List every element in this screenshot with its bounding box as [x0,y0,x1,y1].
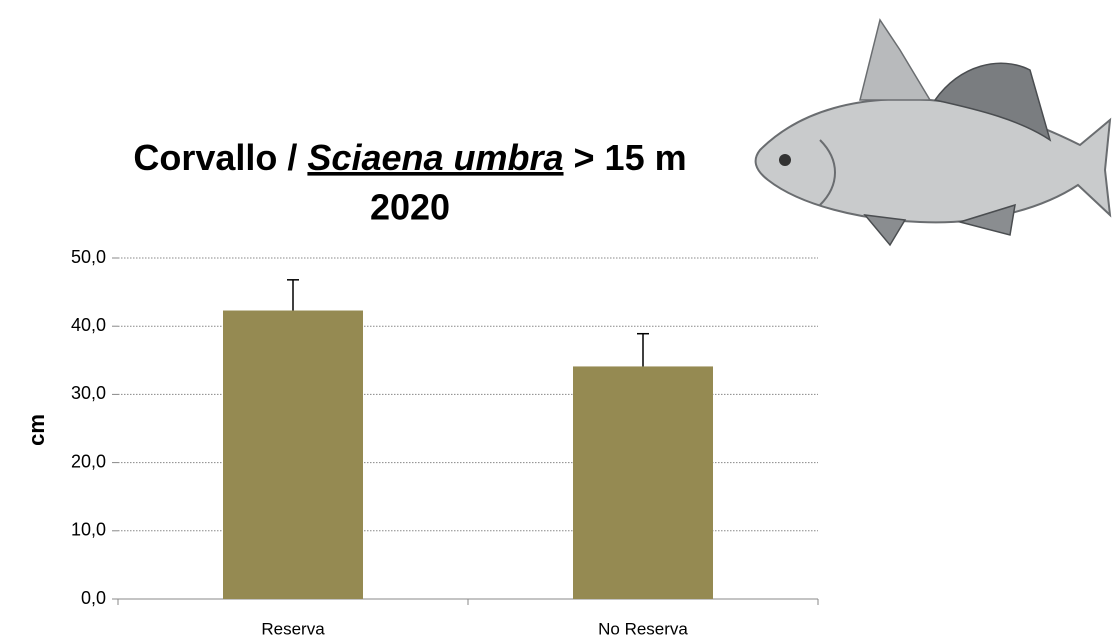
bar [223,311,363,599]
chart: Corvallo / Sciaena umbra > 15 m 2020 cm … [0,0,1112,642]
title-species: Sciaena umbra [307,137,563,178]
y-tick-label: 0,0 [81,588,106,608]
y-tick-label: 30,0 [71,383,106,403]
title-part: > 15 m [564,137,687,178]
x-tick-label: Reserva [261,619,325,638]
chart-subtitle: 2020 [370,187,450,228]
y-tick-label: 10,0 [71,520,106,540]
y-tick-label: 50,0 [71,247,106,267]
chart-title: Corvallo / Sciaena umbra > 15 m [133,137,686,178]
y-tick-label: 20,0 [71,451,106,471]
fish-illustration [756,20,1110,245]
y-axis-label: cm [24,414,49,446]
bar [573,366,713,599]
x-tick-label: No Reserva [598,619,688,638]
title-part: Corvallo / [133,137,307,178]
y-tick-label: 40,0 [71,315,106,335]
